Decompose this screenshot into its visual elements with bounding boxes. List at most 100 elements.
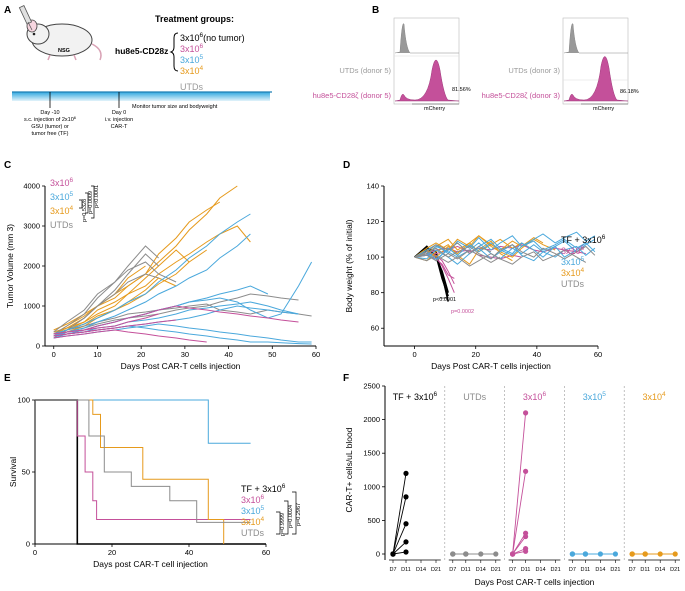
chartD-legend-1: 3x106: [561, 245, 585, 256]
chartC-xlabel: Days Post CAR-T cells injection: [121, 361, 241, 371]
pct-donor5: 81.56%: [452, 87, 471, 93]
chartE-legend-2: 3x105: [241, 505, 265, 516]
chartC-legend-3-base: UTDs: [50, 220, 73, 230]
chartF-line-0-2: [392, 523, 407, 555]
chartE-pvalue-2: p=0.2967: [296, 503, 302, 526]
panel-b: 81.56% mCherry UTDs (donor 5) hu8e5-CD28…: [313, 17, 639, 112]
panel-label-f: F: [343, 373, 349, 384]
car-label-donor5: hu8e5-CD28ζ (donor 5): [313, 91, 392, 100]
chartE-xlabel: Days post CAR-T cell injection: [93, 559, 208, 569]
chartE-legend-1: 3x106: [241, 494, 265, 505]
chartF-ylabel: CAR-T+ cells/uL blood: [344, 427, 354, 512]
chartC-series-utd-12: [53, 293, 299, 337]
flow-plot-donor3: 86.18% mCherry UTDs (donor 3) hu8e5-CD28…: [482, 17, 639, 112]
chartC-xtick-label-0: 0: [52, 350, 56, 359]
chartF-group-label-0-exp: 6: [433, 391, 437, 398]
chartF-line-0-3: [392, 541, 407, 555]
chartC-ytick-label-3: 3000: [23, 222, 40, 231]
chartC-series-g1-24: [53, 313, 159, 335]
chartF-group-label-2-base: 3x10: [523, 392, 543, 402]
chart-body-weight: 0 20 40 60 60 80 100 120 140 Days Post CAR-T cell…: [344, 182, 606, 372]
chartF-xtick-label-2-2: D14: [536, 567, 546, 573]
chartD-legend-1-base: 3x10: [561, 246, 581, 256]
chartF-line-2-3: [512, 536, 526, 555]
chartF-ytick-label-0: 0: [376, 550, 380, 559]
chartE-legend-0: TF + 3x106: [241, 483, 286, 494]
chartE-xtick-label-1: 20: [108, 548, 116, 557]
chartC-xtick-label-4: 40: [224, 350, 232, 359]
chartD-xtick-label-0: 0: [412, 350, 416, 359]
chartF-group-label-2-exp: 6: [542, 391, 546, 398]
chartF-group-label-3: 3x105: [583, 391, 607, 402]
chartE-legend-3-exp: 4: [261, 516, 265, 523]
chartF-xtick-label-0-2: D14: [416, 567, 426, 573]
chartC-series-g2-17: [53, 301, 299, 339]
chartC-series-g3-3: [53, 249, 190, 335]
treatment-group-0-exp: 6: [200, 32, 204, 39]
chartE-series-g3-3: [35, 399, 225, 544]
utd-histogram-donor5: [394, 23, 459, 54]
timeline-band: [12, 92, 270, 101]
chartD-legend-4-base: UTDs: [561, 279, 584, 289]
chartC-xtick-label-1: 10: [93, 350, 101, 359]
chartC-series-g2-13: [53, 213, 251, 335]
chartF-point-1-d21: [493, 551, 499, 557]
treatment-group-2-exp: 5: [200, 54, 204, 61]
chartD-ytick-label-1: 80: [371, 288, 379, 297]
day0-desc-2: CAR-T: [111, 124, 128, 130]
chartD-ytick-label-2: 100: [366, 253, 379, 262]
treatment-group-2: 3x105: [180, 54, 204, 65]
chartD-legend-3-exp: 4: [581, 267, 585, 274]
chartF-point-0-2-d11: [403, 521, 409, 527]
chartE-pvalue-1: p=0.0024: [288, 505, 294, 528]
chart-survival: 0 20 40 60 0 50 100 Days post CAR-T cell inject…: [8, 396, 302, 570]
chartC-legend-1-exp: 5: [70, 191, 74, 198]
chartE-legend-3: 3x104: [241, 516, 265, 527]
chartF-point-2-3-d11: [523, 533, 529, 540]
panel-label-a: A: [4, 5, 11, 16]
chartD-series-utd-19: [414, 244, 596, 260]
treatment-title: Treatment groups:: [155, 14, 234, 24]
chartE-legend-1-base: 3x10: [241, 495, 261, 505]
treatment-group-3: 3x104: [180, 65, 204, 76]
mcherry-label-right: mCherry: [593, 106, 614, 112]
chartF-group-label-3-exp: 5: [602, 391, 606, 398]
utd-label-donor3: UTDs (donor 3): [508, 66, 560, 75]
chartC-ytick-label-0: 0: [36, 342, 40, 351]
chartC-ytick-label-2: 2000: [23, 262, 40, 271]
chartC-series-g1-25: [53, 327, 115, 337]
day-m10-label: Day -10: [40, 110, 59, 116]
chartE-xtick-label-2: 40: [185, 548, 193, 557]
chartC-xtick-label-2: 20: [137, 350, 145, 359]
monitor-label: Monitor tumor size and bodyweight: [132, 104, 218, 110]
chartD-pvalue-0: p<0.0001: [433, 297, 456, 303]
chartF-ytick-label-4: 2000: [363, 415, 380, 424]
chartE-legend-3-base: 3x10: [241, 517, 261, 527]
chartD-legend-2-base: 3x10: [561, 257, 581, 267]
chartC-xtick-label-6: 60: [312, 350, 320, 359]
chartE-bracket-1: [284, 500, 289, 535]
mcherry-label-left: mCherry: [424, 106, 445, 112]
chartF-xtick-label-4-1: D11: [640, 567, 650, 573]
chartF-group-label-3-base: 3x10: [583, 392, 603, 402]
chartD-legend-0-base: TF + 3x10: [561, 235, 602, 245]
chartF-point-3-d21: [612, 551, 619, 557]
chartF-xtick-label-4-2: D14: [655, 567, 665, 573]
chartC-ytick-label-1: 1000: [23, 302, 40, 311]
utd-label-donor5: UTDs (donor 5): [339, 66, 391, 75]
treatment-group-2-base: 3x10: [180, 55, 200, 65]
chartE-ytick-label-2: 100: [17, 396, 30, 405]
chartD-legend-1-exp: 6: [581, 245, 585, 252]
chartD-legend-4: UTDs: [561, 279, 584, 289]
chartD-xtick-label-2: 40: [533, 350, 541, 359]
chartF-line-0-0: [392, 473, 407, 555]
chartD-series-g2-12: [414, 231, 596, 258]
chartF-xtick-label-4-3: D21: [670, 567, 680, 573]
chartC-bracket-1: [85, 192, 89, 214]
chartF-point-4-d21: [672, 551, 678, 557]
chartF-xtick-label-1-3: D21: [491, 567, 501, 573]
chartC-pvalue-2: p<0.0001: [94, 185, 100, 208]
chartF-point-4-d14: [657, 551, 663, 557]
chartD-pvalue-1: p=0.0002: [451, 309, 474, 315]
